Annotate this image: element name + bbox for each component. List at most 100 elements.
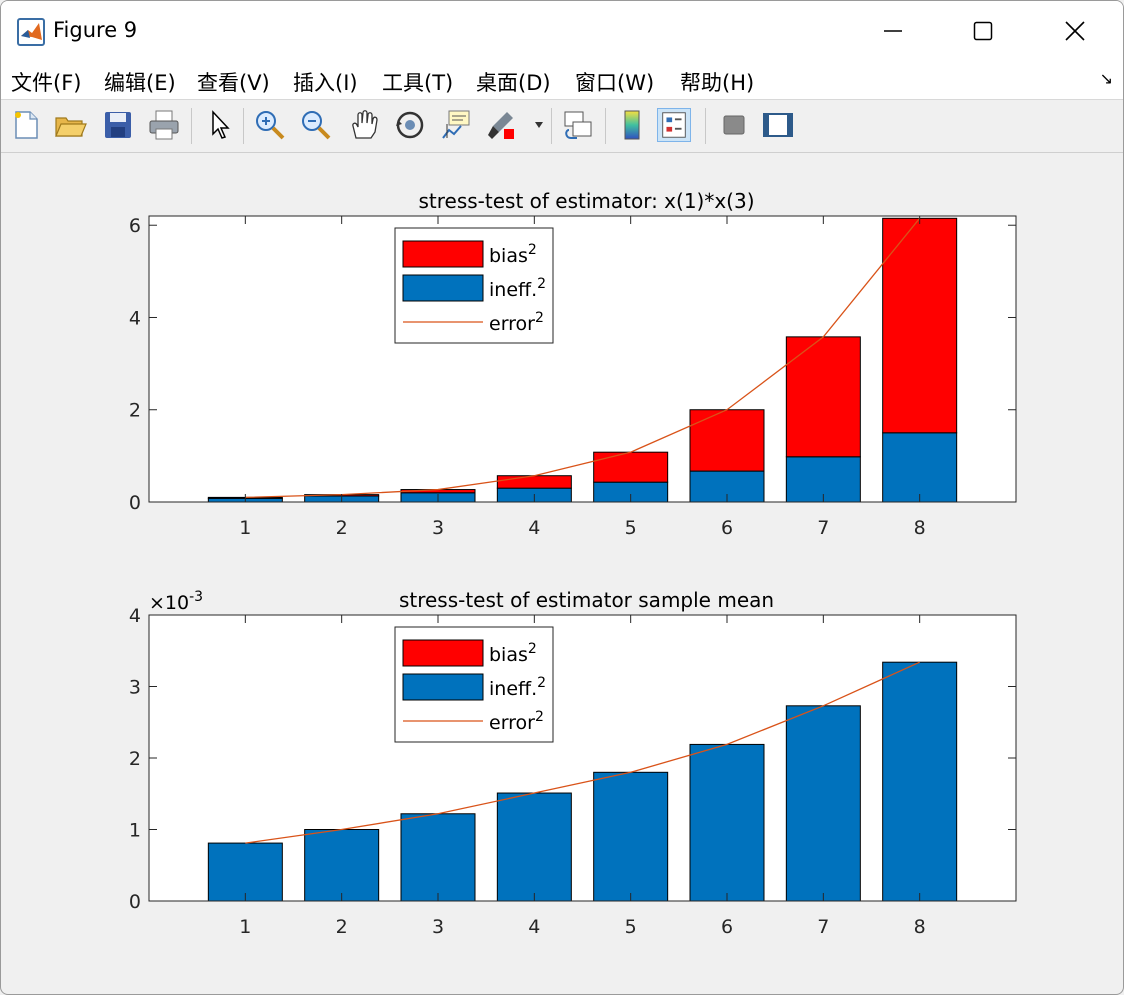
legend-label: bias2 [489, 641, 537, 666]
legend-ineff-swatch [402, 274, 484, 302]
x-tick-label: 4 [528, 916, 540, 938]
legend-label: error2 [489, 709, 544, 734]
zoom-out-icon[interactable] [299, 108, 333, 142]
colorbar-icon[interactable] [615, 108, 649, 142]
link-plot-icon[interactable] [561, 108, 595, 142]
close-icon [1065, 21, 1085, 41]
ineff-bar-8 [882, 661, 958, 902]
x-tick-label: 7 [817, 517, 829, 539]
menu-insert[interactable]: 插入(I) [293, 71, 358, 95]
legend-ineff-swatch [402, 673, 484, 701]
y-tick-label: 4 [129, 307, 141, 329]
menu-desktop[interactable]: 桌面(D) [476, 71, 551, 95]
bias-bar-7 [785, 336, 861, 458]
window-title: Figure 9 [53, 18, 138, 42]
ineff-bar-3 [400, 813, 476, 902]
x-tick-label: 4 [528, 517, 540, 539]
maximize-button[interactable] [963, 13, 1003, 49]
title-bar: Figure 9 [1, 1, 1123, 61]
menu-tools[interactable]: 工具(T) [382, 71, 454, 95]
toolbar-separator [605, 108, 606, 144]
legend-label: bias2 [489, 242, 537, 267]
pan-hand-icon[interactable] [347, 108, 381, 142]
dock-arrow-icon[interactable]: ↘ [1099, 69, 1113, 88]
brush-icon[interactable] [485, 108, 519, 142]
ineff-bar-4 [496, 792, 572, 902]
y-tick-label: 6 [129, 215, 141, 237]
maximize-icon [973, 21, 993, 41]
bias-bar-4 [496, 475, 572, 489]
toolbar-separator [191, 108, 192, 144]
menu-window[interactable]: 窗口(W) [575, 71, 655, 95]
y-tick-label: 4 [129, 605, 141, 627]
x-tick-label: 3 [432, 916, 444, 938]
ineff-bar-8 [882, 432, 958, 503]
legend-label: ineff.2 [489, 675, 546, 700]
bias-bar-5 [593, 451, 669, 483]
close-button[interactable] [1055, 13, 1095, 49]
y-tick-label: 0 [129, 891, 141, 913]
y-tick-label: 3 [129, 677, 141, 699]
open-file-icon[interactable] [53, 108, 87, 142]
ineff-bar-6 [689, 743, 765, 902]
y-tick-label: 2 [129, 400, 141, 422]
x-tick-label: 1 [239, 517, 251, 539]
save-icon[interactable] [101, 108, 135, 142]
x-tick-label: 6 [721, 916, 733, 938]
y-tick-label: 2 [129, 748, 141, 770]
y-exponent-label: ×10-3 [149, 589, 203, 614]
y-tick-label: 0 [129, 492, 141, 514]
brush-dropdown-icon[interactable] [533, 120, 545, 130]
chart-title: stress-test of estimator: x(1)*x(3) [418, 189, 754, 213]
legend-label: error2 [489, 310, 544, 335]
ineff-bar-2 [304, 829, 380, 902]
menu-help[interactable]: 帮助(H) [680, 71, 755, 95]
data-cursor-icon[interactable] [439, 108, 473, 142]
ineff-bar-5 [593, 771, 669, 902]
axes-background [149, 615, 1016, 901]
y-tick-label: 1 [129, 820, 141, 842]
matlab-logo-icon [17, 18, 45, 46]
toolbar-separator [243, 108, 244, 144]
menu-bar: 文件(F) 编辑(E) 查看(V) 插入(I) 工具(T) 桌面(D) 窗口(W… [1, 61, 1123, 99]
x-tick-label: 2 [336, 517, 348, 539]
x-tick-label: 8 [914, 517, 926, 539]
x-tick-label: 2 [336, 916, 348, 938]
legend-label: ineff.2 [489, 276, 546, 301]
axes-box [148, 215, 1017, 503]
x-tick-label: 3 [432, 517, 444, 539]
x-tick-label: 6 [721, 517, 733, 539]
x-tick-label: 1 [239, 916, 251, 938]
x-tick-label: 8 [914, 916, 926, 938]
zoom-in-icon[interactable] [253, 108, 287, 142]
print-icon[interactable] [147, 108, 181, 142]
menu-edit[interactable]: 编辑(E) [104, 71, 176, 95]
x-tick-label: 7 [817, 916, 829, 938]
legend-bias-swatch [402, 240, 484, 268]
figure-canvas: 0 2 4 6 1 2 3 4 5 6 7 8 stress-test of estimator: x(… [129, 189, 1017, 938]
legend-icon[interactable] [657, 108, 691, 142]
select-pointer-icon[interactable] [203, 108, 237, 142]
error-line [245, 217, 921, 499]
legend-bias-swatch [402, 639, 484, 667]
rotate-3d-icon[interactable] [393, 108, 427, 142]
toolbar-separator [551, 108, 552, 144]
toolbar-separator [705, 108, 706, 144]
x-tick-label: 5 [625, 916, 637, 938]
bias-bar-6 [689, 409, 765, 472]
ineff-bar-7 [785, 705, 861, 902]
error-line [245, 661, 920, 844]
ineff-bar-1 [207, 842, 283, 902]
menu-view[interactable]: 查看(V) [197, 71, 270, 95]
chart-title: stress-test of estimator sample mean [399, 588, 774, 612]
menu-file[interactable]: 文件(F) [11, 71, 82, 95]
show-plot-tools-icon[interactable] [761, 108, 795, 142]
new-figure-icon[interactable] [9, 108, 43, 142]
axes-background [149, 216, 1016, 502]
hide-plot-tools-icon[interactable] [717, 108, 751, 142]
bias-bar-8 [882, 217, 958, 434]
x-tick-label: 5 [625, 517, 637, 539]
minimize-icon [884, 30, 902, 32]
minimize-button[interactable] [873, 13, 913, 49]
